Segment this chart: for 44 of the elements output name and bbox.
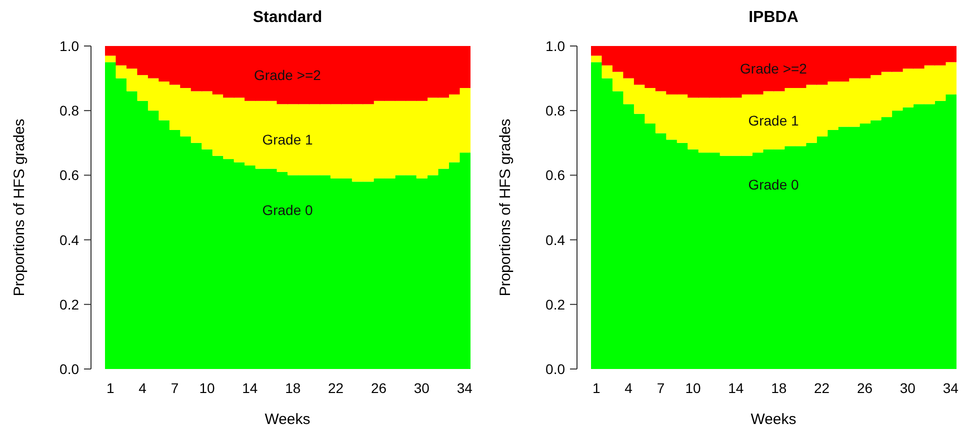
y-tick-label: 0.6 bbox=[60, 167, 80, 184]
x-tick-label: 34 bbox=[942, 380, 959, 396]
chart-title: Standard bbox=[252, 9, 322, 26]
x-tick-label: 14 bbox=[242, 380, 258, 396]
series-label: Grade >=2 bbox=[740, 60, 808, 77]
y-tick-label: 0.2 bbox=[60, 296, 80, 312]
x-tick-label: 26 bbox=[856, 380, 873, 396]
x-tick-label: 1 bbox=[592, 380, 600, 396]
x-tick-label: 22 bbox=[328, 380, 344, 396]
series-label: Grade 0 bbox=[262, 202, 314, 218]
x-axis-title: Weeks bbox=[264, 411, 310, 428]
series-label: Grade 1 bbox=[748, 112, 800, 128]
x-tick-label: 10 bbox=[199, 380, 215, 396]
y-tick-label: 0.2 bbox=[546, 296, 566, 312]
x-tick-label: 18 bbox=[771, 380, 787, 396]
x-tick-label: 7 bbox=[170, 380, 179, 396]
y-tick-label: 0.4 bbox=[546, 232, 566, 248]
x-tick-label: 18 bbox=[285, 380, 301, 396]
x-tick-label: 10 bbox=[685, 380, 701, 396]
x-axis-title: Weeks bbox=[750, 411, 796, 428]
y-tick-label: 0.8 bbox=[546, 102, 566, 119]
x-tick-label: 22 bbox=[814, 380, 830, 396]
y-axis-title: Proportions of HFS grades bbox=[497, 118, 514, 296]
y-tick-label: 0.6 bbox=[546, 167, 566, 184]
x-tick-label: 30 bbox=[414, 380, 430, 396]
x-tick-label: 1 bbox=[106, 380, 114, 396]
y-tick-label: 0.8 bbox=[60, 102, 80, 119]
y-tick-label: 0.4 bbox=[60, 232, 80, 248]
series-label: Grade 1 bbox=[262, 132, 314, 148]
y-tick-label: 0.0 bbox=[546, 361, 566, 377]
chart-title: IPBDA bbox=[748, 9, 799, 26]
x-tick-label: 30 bbox=[900, 380, 916, 396]
y-axis-title: Proportions of HFS grades bbox=[11, 118, 28, 296]
x-tick-label: 34 bbox=[456, 380, 473, 396]
x-tick-label: 26 bbox=[370, 380, 387, 396]
x-tick-label: 4 bbox=[624, 380, 633, 396]
x-tick-label: 4 bbox=[138, 380, 147, 396]
y-tick-label: 1.0 bbox=[546, 38, 566, 54]
series-label: Grade >=2 bbox=[254, 67, 322, 84]
y-tick-label: 1.0 bbox=[60, 38, 80, 54]
x-tick-label: 7 bbox=[656, 380, 665, 396]
y-tick-label: 0.0 bbox=[60, 361, 80, 377]
x-tick-label: 14 bbox=[728, 380, 744, 396]
series-label: Grade 0 bbox=[748, 176, 800, 192]
